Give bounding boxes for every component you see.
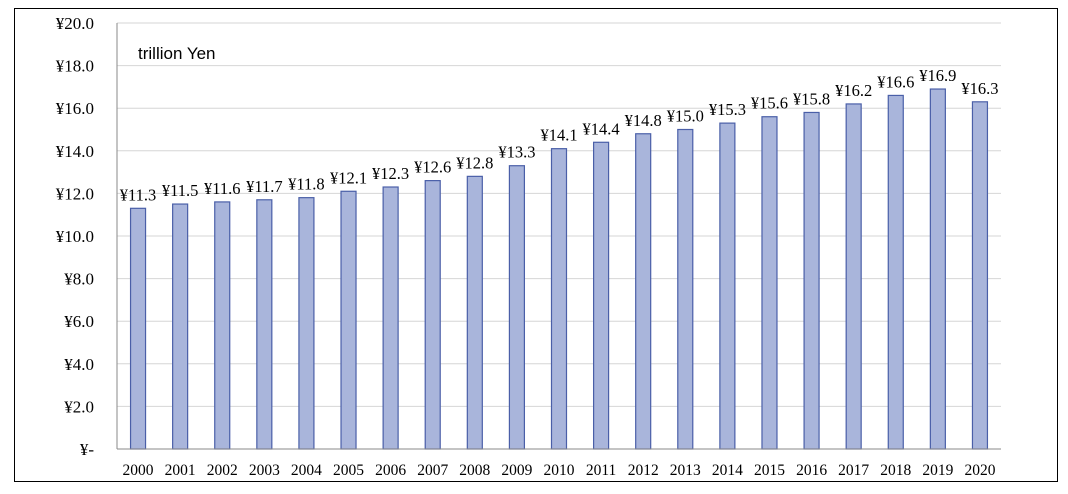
bar-2006 bbox=[382, 186, 399, 450]
data-label-2004: ¥11.8 bbox=[288, 175, 325, 194]
x-tick-label-2018: 2018 bbox=[880, 462, 911, 479]
x-tick-label-2016: 2016 bbox=[796, 462, 827, 479]
x-tick-label-2004: 2004 bbox=[291, 462, 322, 479]
unit-label: trillion Yen bbox=[138, 44, 216, 63]
data-label-2017: ¥16.2 bbox=[835, 81, 872, 100]
y-tick-label: ¥4.0 bbox=[64, 355, 94, 374]
bar-2014 bbox=[719, 122, 736, 450]
bar-2009 bbox=[508, 165, 526, 450]
x-tick-label-2012: 2012 bbox=[628, 462, 659, 479]
bar-2013 bbox=[677, 128, 694, 450]
x-tick-label-2011: 2011 bbox=[586, 462, 616, 479]
bar-2001 bbox=[172, 203, 189, 450]
x-tick-label-2019: 2019 bbox=[922, 462, 953, 479]
x-tick-label-2017: 2017 bbox=[838, 462, 869, 479]
bar-2012 bbox=[635, 133, 652, 450]
bar-2016 bbox=[803, 111, 820, 450]
bar-2020 bbox=[971, 101, 989, 450]
x-tick-label-2002: 2002 bbox=[207, 462, 238, 479]
bar-2019 bbox=[929, 88, 946, 450]
y-tick-label: ¥6.0 bbox=[64, 312, 94, 331]
x-tick-label-2010: 2010 bbox=[544, 462, 575, 479]
data-label-2011: ¥14.4 bbox=[583, 119, 620, 138]
x-tick-label-2015: 2015 bbox=[754, 462, 785, 479]
x-tick-label-2007: 2007 bbox=[417, 462, 448, 479]
bar-2007 bbox=[424, 180, 441, 450]
bar-2005 bbox=[340, 190, 357, 450]
y-tick-label: ¥2.0 bbox=[64, 397, 94, 416]
x-tick-label-2000: 2000 bbox=[123, 462, 154, 479]
data-label-2000: ¥11.3 bbox=[120, 185, 157, 204]
data-label-2005: ¥12.1 bbox=[330, 168, 367, 187]
y-tick-label: ¥- bbox=[80, 440, 95, 459]
data-label-2016: ¥15.8 bbox=[793, 89, 830, 108]
x-tick-label-2006: 2006 bbox=[375, 462, 406, 479]
data-label-2019: ¥16.9 bbox=[919, 66, 956, 85]
bar-2002 bbox=[214, 201, 231, 450]
data-label-2013: ¥15.0 bbox=[667, 107, 704, 126]
y-tick-label: ¥12.0 bbox=[56, 184, 94, 203]
y-tick-label: ¥14.0 bbox=[56, 142, 94, 161]
data-label-2018: ¥16.6 bbox=[877, 72, 914, 91]
y-tick-label: ¥8.0 bbox=[64, 270, 94, 289]
bar-2010 bbox=[550, 148, 568, 450]
bars bbox=[129, 88, 989, 450]
y-tick-label: ¥16.0 bbox=[56, 99, 94, 118]
x-tick-label-2008: 2008 bbox=[459, 462, 490, 479]
bar-2000 bbox=[129, 207, 147, 450]
x-tick-label-2009: 2009 bbox=[501, 462, 532, 479]
y-tick-label: ¥10.0 bbox=[56, 227, 94, 246]
data-label-2006: ¥12.3 bbox=[372, 164, 409, 183]
data-label-2007: ¥12.6 bbox=[414, 158, 451, 177]
x-tick-label-2001: 2001 bbox=[165, 462, 196, 479]
bar-2017 bbox=[845, 103, 862, 450]
bar-2011 bbox=[592, 141, 610, 450]
x-tick-label-2005: 2005 bbox=[333, 462, 364, 479]
bar-2004 bbox=[298, 197, 315, 450]
x-tick-label-2014: 2014 bbox=[712, 462, 743, 479]
data-label-2010: ¥14.1 bbox=[540, 126, 577, 145]
data-labels: ¥11.3 ¥11.5 ¥11.6 ¥11.7 ¥11.8 ¥12.1 ¥12.3 ¥12.6… bbox=[120, 66, 999, 204]
bar-2015 bbox=[761, 116, 778, 450]
y-tick-label: ¥18.0 bbox=[56, 57, 94, 76]
bar-2008 bbox=[466, 175, 483, 450]
data-label-2002: ¥11.6 bbox=[204, 179, 241, 198]
data-label-2009: ¥13.3 bbox=[498, 143, 535, 162]
data-label-2020: ¥16.3 bbox=[961, 79, 998, 98]
data-label-2001: ¥11.5 bbox=[162, 181, 199, 200]
data-label-2012: ¥14.8 bbox=[625, 111, 662, 130]
data-label-2008: ¥12.8 bbox=[456, 153, 493, 172]
x-tick-label-2003: 2003 bbox=[249, 462, 280, 479]
x-tick-label-2013: 2013 bbox=[670, 462, 701, 479]
data-label-2014: ¥15.3 bbox=[709, 100, 746, 119]
y-tick-label: ¥20.0 bbox=[56, 14, 94, 33]
data-label-2015: ¥15.6 bbox=[751, 94, 788, 113]
bar-2003 bbox=[256, 199, 273, 450]
x-tick-label-2020: 2020 bbox=[964, 462, 995, 479]
y-axis-tick-labels: ¥- ¥2.0 ¥4.0 ¥6.0 ¥8.0 ¥10.0 ¥12.0 ¥14.0 ¥16.0 ¥1… bbox=[56, 14, 95, 459]
x-axis-tick-labels: 2000 2001 2002 2003 2004 2005 2006 2007 2008 2009… bbox=[123, 462, 996, 479]
bar-2018 bbox=[887, 94, 904, 450]
data-label-2003: ¥11.7 bbox=[246, 177, 283, 196]
